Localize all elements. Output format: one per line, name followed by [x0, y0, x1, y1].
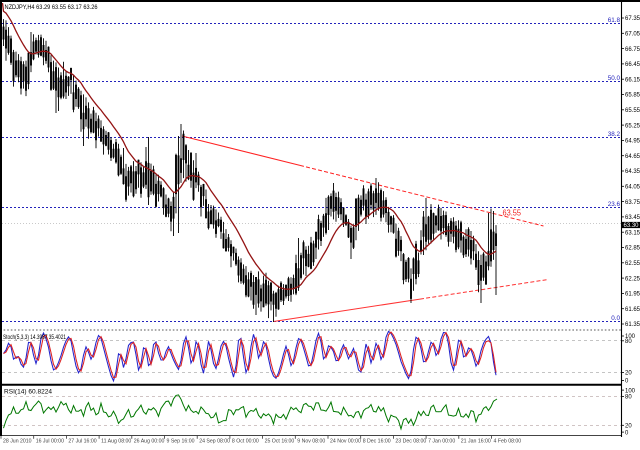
svg-text:100: 100 [625, 388, 636, 394]
svg-text:66.75: 66.75 [625, 47, 640, 53]
svg-text:24 Sep 08:00: 24 Sep 08:00 [199, 438, 230, 444]
svg-text:65.55: 65.55 [625, 108, 640, 114]
svg-text:25 Oct 16:00: 25 Oct 16:00 [265, 438, 295, 444]
svg-text:28 Jun 2010: 28 Jun 2010 [3, 438, 32, 444]
svg-text:38.2: 38.2 [608, 131, 621, 138]
svg-text:80: 80 [625, 395, 632, 401]
svg-text:64.65: 64.65 [625, 154, 640, 160]
svg-text:63.75: 63.75 [625, 200, 640, 206]
svg-text:21 Jan 16:00: 21 Jan 16:00 [461, 438, 491, 444]
svg-text:24 Nov 00:00: 24 Nov 00:00 [330, 438, 361, 444]
svg-text:4 Feb 08:00: 4 Feb 08:00 [494, 438, 522, 444]
svg-text:61.65: 61.65 [625, 307, 640, 313]
svg-text:20: 20 [625, 424, 632, 430]
svg-text:66.45: 66.45 [625, 62, 640, 68]
svg-text:63.45: 63.45 [625, 215, 640, 221]
svg-text:64.05: 64.05 [625, 185, 640, 191]
svg-text:61.8: 61.8 [608, 17, 621, 24]
svg-text:8 Dec 16:00: 8 Dec 16:00 [363, 438, 391, 444]
svg-text:8 Oct 00:00: 8 Oct 00:00 [232, 438, 259, 444]
svg-text:65.85: 65.85 [625, 93, 640, 99]
svg-text:63.15: 63.15 [625, 230, 640, 236]
svg-text:62.55: 62.55 [625, 261, 640, 267]
svg-text:61.95: 61.95 [625, 292, 640, 298]
svg-text:23.6: 23.6 [608, 201, 621, 208]
svg-text:80: 80 [625, 339, 632, 345]
svg-text:16 Jul 00:00: 16 Jul 00:00 [36, 438, 64, 444]
svg-text:65.25: 65.25 [625, 123, 640, 129]
svg-text:26 Aug 00:00: 26 Aug 00:00 [134, 438, 165, 444]
svg-text:27 Jul 16:00: 27 Jul 16:00 [68, 438, 96, 444]
svg-text:64.95: 64.95 [625, 139, 640, 145]
svg-text:0: 0 [625, 430, 629, 436]
svg-text:0.0: 0.0 [611, 315, 620, 322]
svg-text:61.35: 61.35 [625, 322, 640, 328]
svg-text:NZDJPY,H4 63.29 63.55 63.17 63: NZDJPY,H4 63.29 63.55 63.17 63.26 [5, 4, 98, 11]
svg-text:100: 100 [625, 334, 636, 340]
svg-text:9 Nov 08:00: 9 Nov 08:00 [297, 438, 325, 444]
svg-text:20: 20 [625, 371, 632, 377]
svg-text:50.0: 50.0 [608, 75, 621, 82]
svg-text:67.05: 67.05 [625, 32, 640, 38]
svg-text:62.25: 62.25 [625, 276, 640, 282]
svg-text:62.85: 62.85 [625, 246, 640, 252]
svg-text:63.30: 63.30 [624, 223, 640, 229]
svg-text:64.35: 64.35 [625, 169, 640, 175]
svg-text:67.35: 67.35 [625, 16, 640, 22]
svg-text:RSI(14) 60.8224: RSI(14) 60.8224 [4, 389, 53, 396]
svg-text:63.55: 63.55 [503, 209, 522, 218]
svg-text:7 Jan 00:00: 7 Jan 00:00 [428, 438, 455, 444]
svg-text:Stoch(5,3,3) 14.3987 35.4021: Stoch(5,3,3) 14.3987 35.4021 [3, 334, 66, 341]
svg-text:9 Sep 16:00: 9 Sep 16:00 [167, 438, 195, 444]
svg-text:66.15: 66.15 [625, 77, 640, 83]
svg-text:11 Aug 08:00: 11 Aug 08:00 [101, 438, 131, 444]
svg-text:23 Dec 08:00: 23 Dec 08:00 [395, 438, 426, 444]
svg-text:0: 0 [625, 379, 629, 385]
